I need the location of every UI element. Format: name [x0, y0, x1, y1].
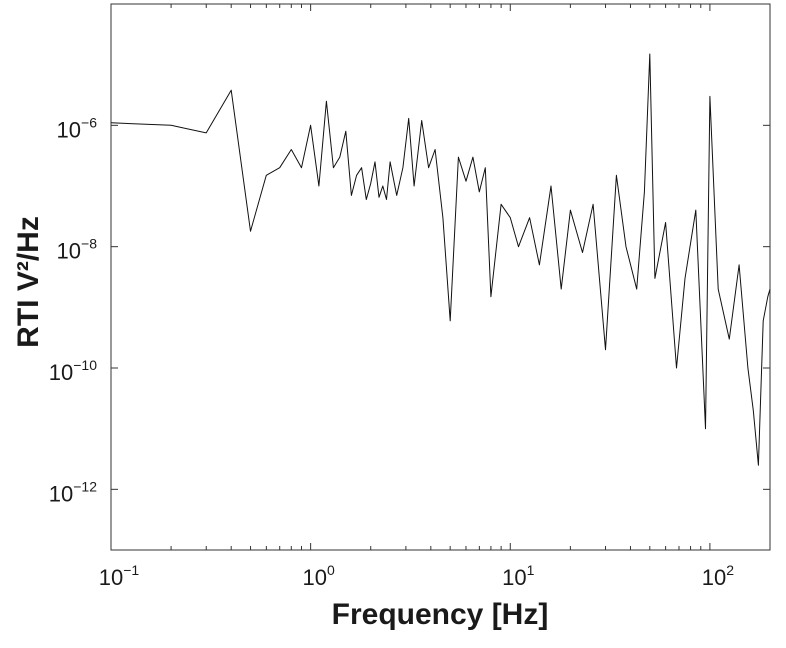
tick-labels: 10−1 100 101 102 10−12 10−10 10−8 10−6 — [49, 114, 734, 590]
plot-area — [110, 3, 771, 551]
x-axis-label: Frequency [Hz] — [332, 598, 549, 631]
y-tick-label: 10−6 — [57, 114, 98, 142]
axis-ticks — [110, 4, 771, 550]
y-tick-label: 10−10 — [49, 357, 97, 385]
x-tick-label: 101 — [502, 562, 534, 590]
series-line — [110, 53, 771, 466]
y-tick-label: 10−12 — [49, 478, 97, 506]
x-tick-label: 100 — [302, 562, 334, 590]
y-tick-label: 10−8 — [57, 236, 98, 264]
y-axis-label: RTI V²/Hz — [12, 216, 45, 348]
x-tick-label: 102 — [702, 562, 734, 590]
x-tick-label: 10−1 — [99, 562, 140, 590]
